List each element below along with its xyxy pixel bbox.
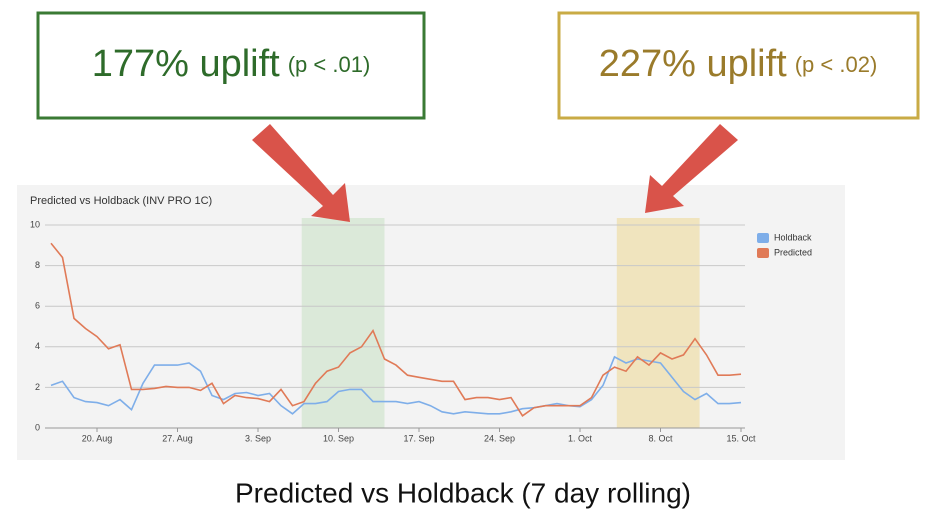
callout-value: 227% uplift [599, 43, 787, 85]
line-series [50, 242, 742, 417]
caption: Predicted vs Holdback (7 day rolling) [235, 477, 691, 508]
highlight-band [301, 218, 385, 428]
line-series [50, 355, 742, 415]
callout-box [557, 11, 920, 120]
chart-title: Predicted vs Holdback (INV PRO 1C) [30, 195, 212, 207]
y-tick-label: 4 [35, 341, 40, 351]
x-tick-label: 3. Sep [245, 433, 271, 443]
x-tick-label: 1. Oct [568, 433, 593, 443]
callout-value: 177% uplift [92, 43, 280, 85]
callout-note: (p < .01) [288, 52, 371, 77]
y-tick-label: 10 [30, 219, 40, 229]
x-tick-label: 27. Aug [162, 433, 193, 443]
y-tick-label: 8 [35, 260, 40, 270]
arrow [645, 124, 738, 213]
legend-label: Predicted [774, 247, 812, 257]
legend-label: Holdback [774, 232, 812, 242]
x-tick-label: 17. Sep [403, 433, 434, 443]
x-tick-label: 8. Oct [648, 433, 673, 443]
plot: 0 2 4 6 8 10 20. Aug 27. Aug 3. Sep 10. Sep 17. Se… [30, 218, 812, 443]
callout-box [36, 11, 426, 120]
y-tick-label: 0 [35, 422, 40, 432]
x-tick-label: 15. Oct [726, 433, 756, 443]
legend-swatch [757, 248, 769, 258]
x-tick-label: 10. Sep [323, 433, 354, 443]
x-tick-label: 20. Aug [82, 433, 113, 443]
x-tick-label: 24. Sep [484, 433, 515, 443]
callout-text: 227% uplift (p < .02) [599, 43, 878, 85]
arrow [252, 124, 350, 222]
y-tick-label: 6 [35, 301, 40, 311]
callout-text: 177% uplift (p < .01) [92, 43, 371, 85]
legend-swatch [757, 233, 769, 243]
highlight-band [616, 218, 700, 428]
y-tick-label: 2 [35, 382, 40, 392]
chart-panel [17, 185, 845, 460]
callout-note: (p < .02) [795, 52, 878, 77]
